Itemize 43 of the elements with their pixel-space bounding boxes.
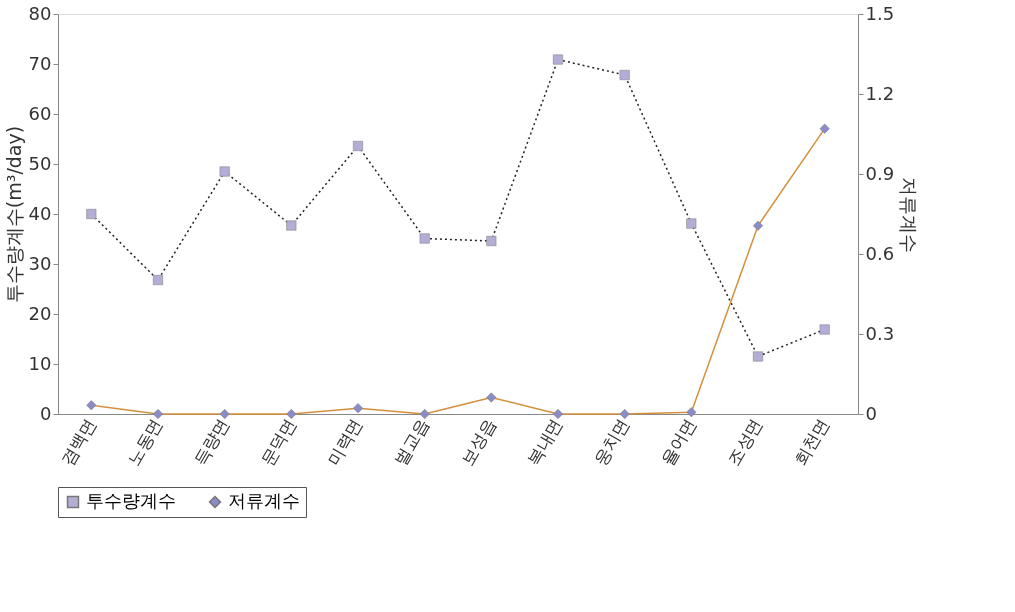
y-tick-label: 40 — [28, 202, 52, 224]
point — [219, 166, 230, 177]
point — [753, 351, 763, 362]
point — [153, 409, 163, 419]
y-tick-label: 60 — [28, 102, 52, 124]
point — [419, 233, 430, 244]
y-axis-title: 투수량계수(m³/day) — [2, 125, 25, 304]
y-tick-label: 0 — [40, 402, 52, 424]
point — [286, 220, 297, 231]
point — [619, 70, 630, 80]
point — [153, 275, 163, 285]
legend-label: 투수량계수 — [86, 490, 176, 511]
y-tick-label: 30 — [28, 252, 52, 274]
point — [486, 236, 497, 246]
point — [353, 403, 363, 414]
point — [819, 123, 830, 134]
point — [219, 409, 230, 419]
y-tick-label: 10 — [28, 352, 52, 374]
point — [753, 220, 763, 231]
y-tick-label: 80 — [28, 2, 52, 24]
point — [86, 209, 97, 219]
y2-tick-label: 0.3 — [865, 322, 895, 344]
y2-tick-label: 0.6 — [865, 242, 895, 264]
point — [419, 409, 430, 419]
point — [553, 409, 563, 419]
y-tick-label: 20 — [28, 302, 52, 324]
point — [286, 409, 297, 419]
y2-axis-title: 저류계수 — [898, 176, 921, 253]
y2-tick-label: 0.9 — [865, 162, 895, 184]
point — [486, 392, 497, 403]
y-tick-label: 70 — [28, 52, 52, 74]
point — [686, 218, 697, 229]
point — [619, 409, 630, 419]
point — [819, 324, 830, 335]
y-tick-label: 50 — [28, 152, 52, 174]
y2-tick-label: 1.5 — [865, 2, 895, 24]
point — [553, 54, 563, 65]
point — [686, 407, 697, 418]
legend-label: 저류계수 — [228, 490, 300, 511]
y2-tick-label: 1.2 — [865, 82, 895, 104]
y2-tick-label: 0 — [865, 402, 877, 424]
point — [86, 400, 97, 411]
point — [353, 141, 363, 151]
